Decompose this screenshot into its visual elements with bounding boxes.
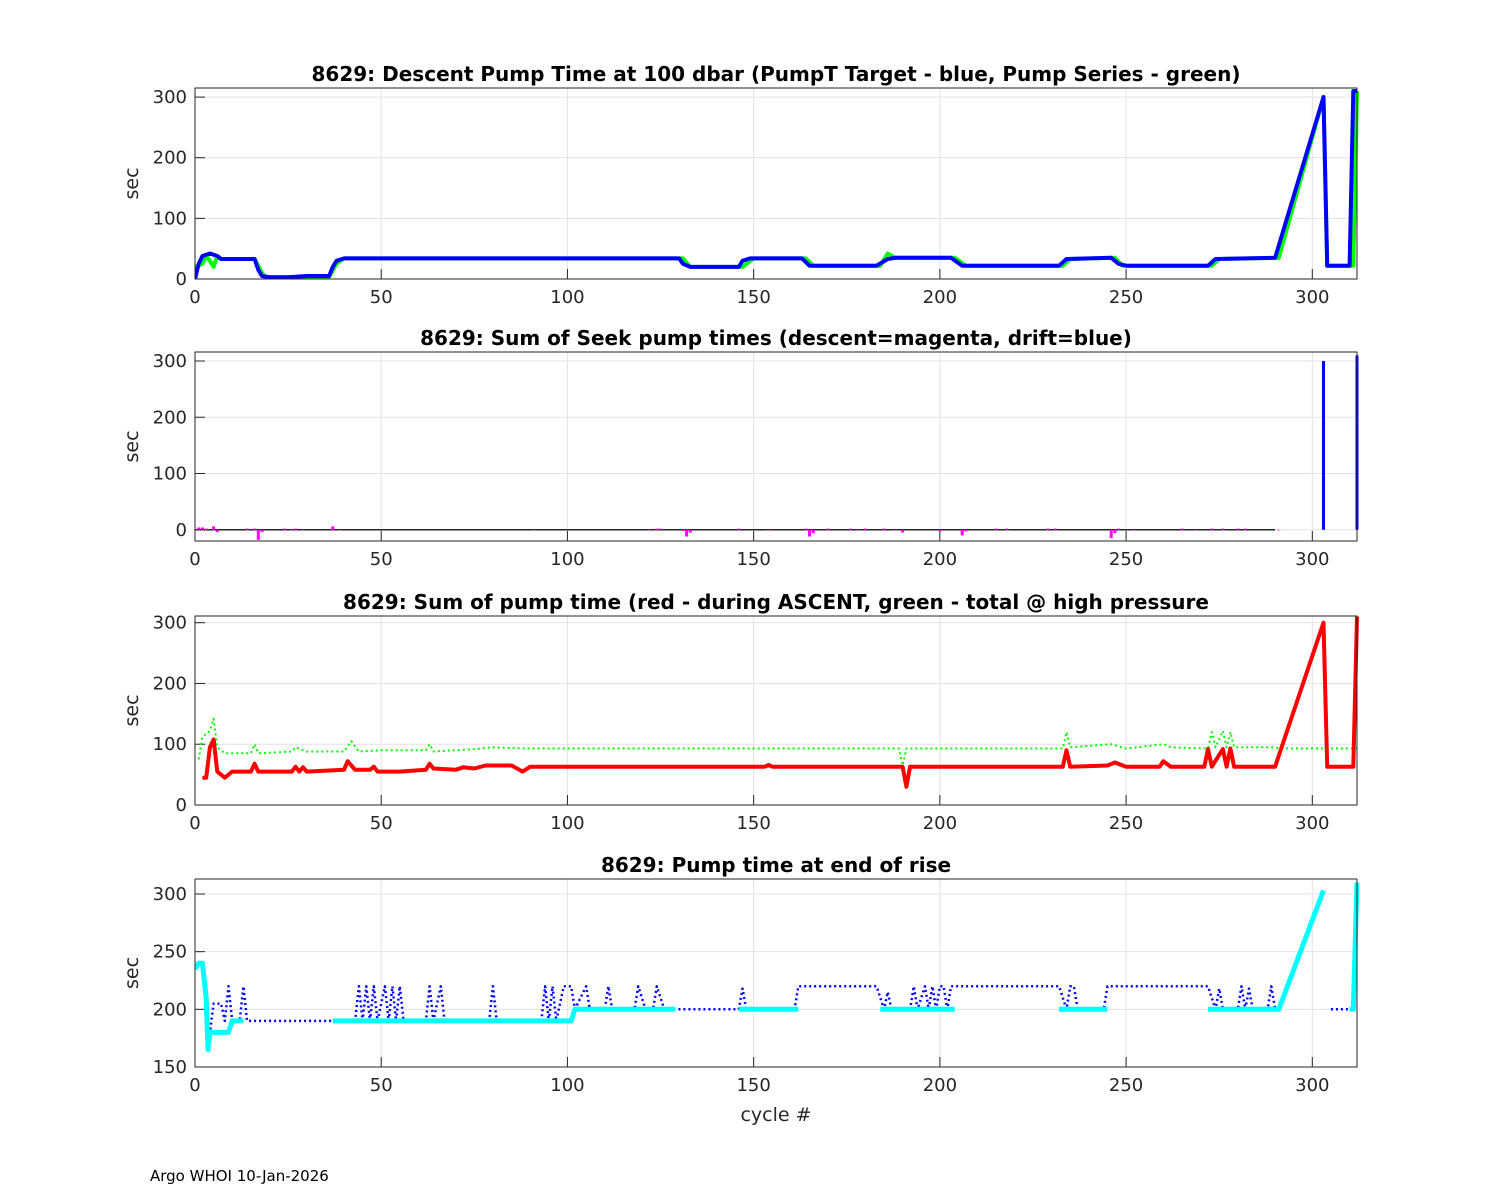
axes-box bbox=[194, 615, 1358, 806]
x-tick-label: 250 bbox=[1109, 813, 1143, 834]
x-tick-label: 50 bbox=[370, 1075, 393, 1096]
series-line-during-ASCENT bbox=[202, 616, 1359, 789]
x-tick-label: 150 bbox=[736, 287, 770, 308]
axes-box bbox=[194, 351, 1358, 542]
y-tick-label: 100 bbox=[153, 208, 187, 229]
x-tick-label: 100 bbox=[550, 549, 584, 570]
y-axis-label: sec bbox=[121, 957, 143, 989]
y-tick-label: 300 bbox=[153, 884, 187, 905]
x-tick-label: 200 bbox=[923, 813, 957, 834]
y-tick-label: 100 bbox=[153, 734, 187, 755]
x-tick-label: 0 bbox=[189, 813, 200, 834]
series-group bbox=[197, 616, 1359, 789]
subplot-title: 8629: Sum of pump time (red - during ASC… bbox=[343, 590, 1209, 614]
footer-credit: Argo WHOI 10-Jan-2026 bbox=[150, 1167, 329, 1185]
x-tick-label: 250 bbox=[1109, 1075, 1143, 1096]
y-tick-label: 200 bbox=[153, 999, 187, 1020]
x-tick-label: 250 bbox=[1109, 549, 1143, 570]
x-tick-label: 250 bbox=[1109, 287, 1143, 308]
y-axis-label: sec bbox=[121, 430, 143, 462]
x-tick-label: 50 bbox=[370, 549, 393, 570]
x-tick-label: 200 bbox=[923, 1075, 957, 1096]
subplot-title: 8629: Descent Pump Time at 100 dbar (Pum… bbox=[312, 62, 1241, 86]
y-tick-label: 100 bbox=[153, 464, 187, 485]
y-tick-label: 300 bbox=[153, 351, 187, 372]
y-axis-label: sec bbox=[121, 694, 143, 726]
x-tick-label: 50 bbox=[370, 813, 393, 834]
y-tick-label: 150 bbox=[153, 1057, 187, 1078]
series-line-total-high-pressure bbox=[197, 717, 1357, 767]
y-tick-label: 0 bbox=[176, 795, 187, 816]
y-tick-label: 0 bbox=[176, 520, 187, 541]
series-line-PumpT-Target bbox=[195, 89, 1357, 280]
subplot-3: 0 50 100 150 200 250 300 0 100 200 300 8629: Sum of… bbox=[121, 590, 1359, 834]
y-tick-label: 250 bbox=[153, 942, 187, 963]
axes-box bbox=[194, 878, 1358, 1068]
subplot-title: 8629: Sum of Seek pump times (descent=ma… bbox=[420, 326, 1132, 350]
x-tick-label: 200 bbox=[923, 549, 957, 570]
x-tick-label: 100 bbox=[550, 1075, 584, 1096]
x-tick-label: 150 bbox=[736, 549, 770, 570]
x-tick-label: 150 bbox=[736, 1075, 770, 1096]
plot-area bbox=[195, 88, 1357, 279]
series-line-series-solid bbox=[195, 882, 1360, 1053]
x-tick-label: 300 bbox=[1295, 287, 1329, 308]
series-group bbox=[195, 882, 1360, 1053]
subplot-4: 0 50 100 150 200 250 300 150 200 250 300 8629: Pump… bbox=[121, 853, 1360, 1126]
plot-area bbox=[195, 616, 1357, 805]
x-axis-label: cycle # bbox=[740, 1104, 811, 1126]
x-tick-label: 300 bbox=[1295, 813, 1329, 834]
y-tick-label: 300 bbox=[153, 87, 187, 108]
x-tick-label: 150 bbox=[736, 813, 770, 834]
x-tick-label: 300 bbox=[1295, 1075, 1329, 1096]
y-tick-label: 200 bbox=[153, 407, 187, 428]
subplot-1: 0 50 100 150 200 250 300 0 100 200 300 8629: Descen… bbox=[121, 62, 1359, 308]
series-group bbox=[195, 89, 1359, 280]
x-tick-label: 50 bbox=[370, 287, 393, 308]
y-tick-label: 0 bbox=[176, 269, 187, 290]
x-tick-label: 300 bbox=[1295, 549, 1329, 570]
plot-area bbox=[195, 352, 1357, 541]
y-tick-label: 200 bbox=[153, 148, 187, 169]
subplot-title: 8629: Pump time at end of rise bbox=[601, 853, 951, 877]
x-tick-label: 0 bbox=[189, 287, 200, 308]
x-tick-label: 0 bbox=[189, 549, 200, 570]
x-tick-label: 200 bbox=[923, 287, 957, 308]
series-line-series-dotted bbox=[205, 985, 1354, 1034]
series-group bbox=[195, 355, 1359, 540]
axes-box bbox=[194, 87, 1358, 280]
y-axis-label: sec bbox=[121, 167, 143, 199]
x-tick-label: 100 bbox=[550, 287, 584, 308]
x-tick-label: 0 bbox=[189, 1075, 200, 1096]
subplot-2: 0 50 100 150 200 250 300 0 100 200 300 8629: Sum of… bbox=[121, 326, 1359, 570]
y-tick-label: 300 bbox=[153, 613, 187, 634]
plot-area bbox=[195, 879, 1357, 1067]
x-tick-label: 100 bbox=[550, 813, 584, 834]
y-tick-label: 200 bbox=[153, 673, 187, 694]
